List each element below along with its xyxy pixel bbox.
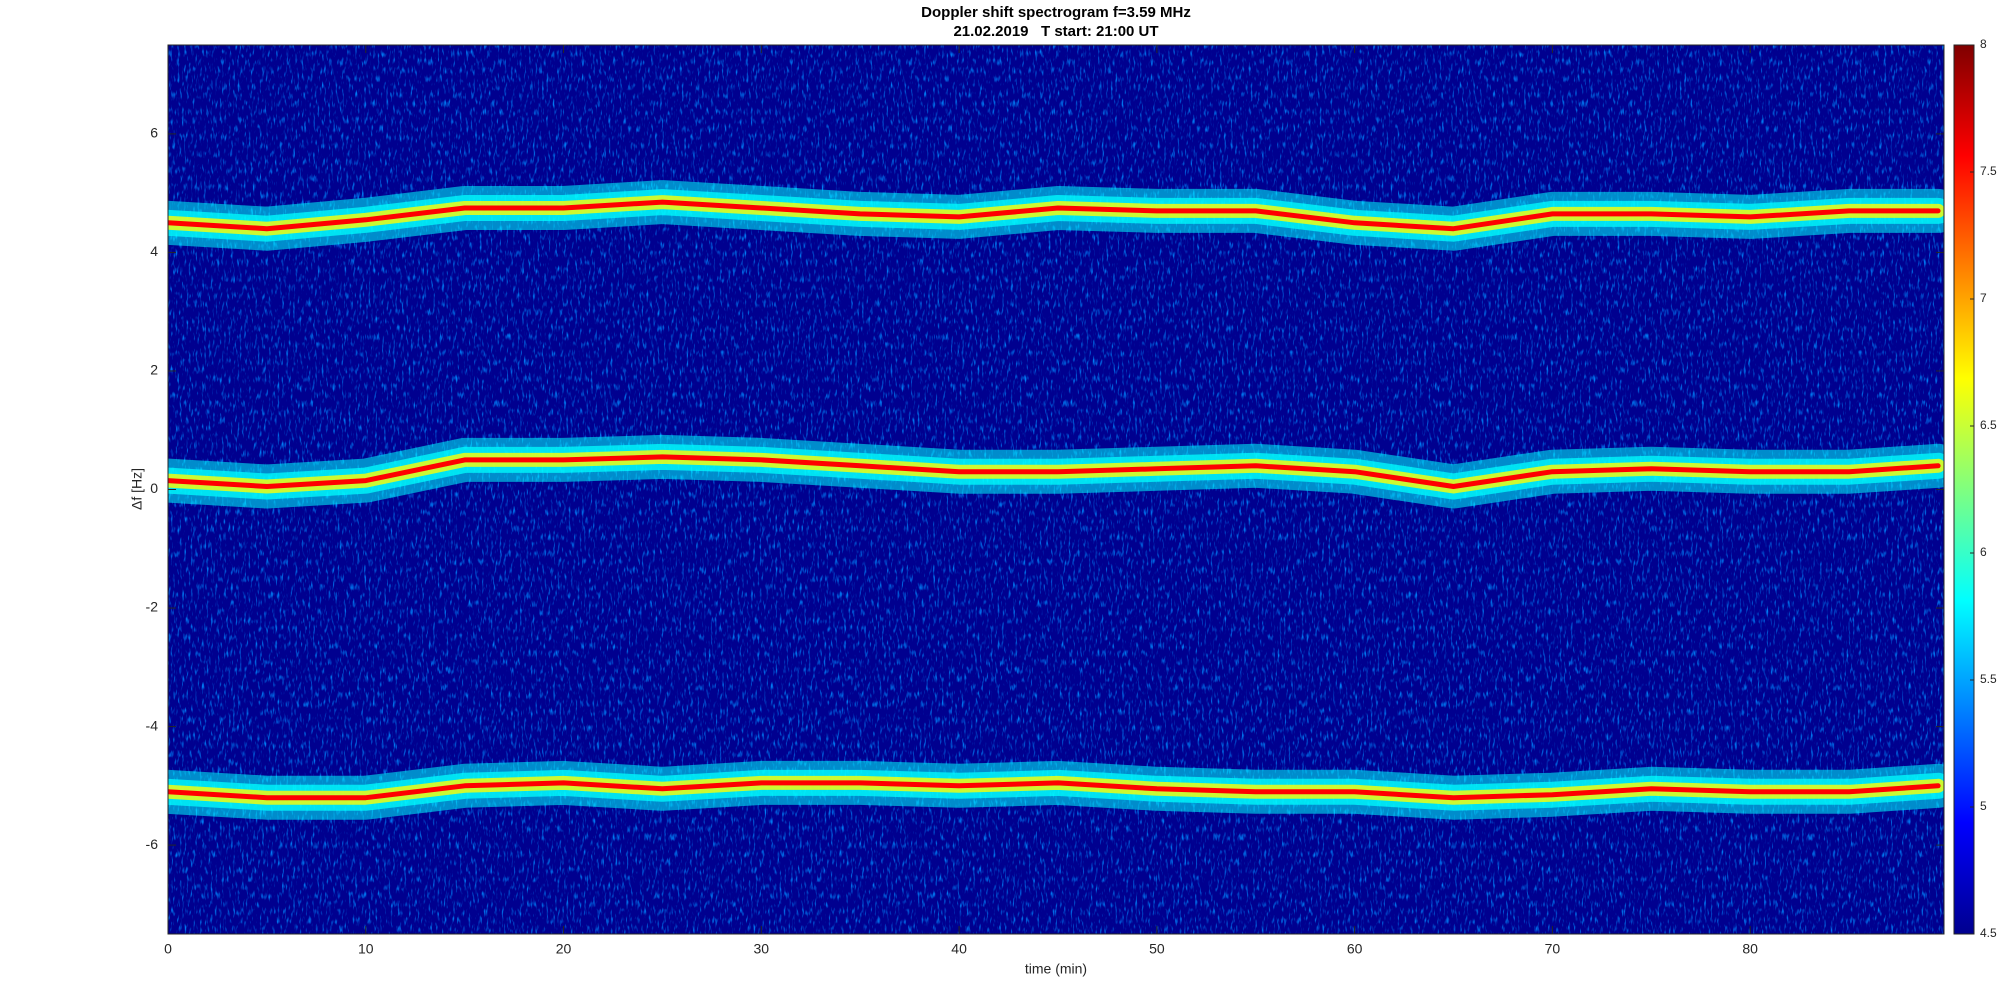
colorbar-tick-label: 6.5 [1980,418,1997,432]
trace [168,199,1941,232]
chart-title: Doppler shift spectrogram f=3.59 MHz [921,4,1191,21]
x-tick-label: 0 [164,941,172,957]
x-tick-label: 30 [754,941,770,957]
x-tick-label: 20 [556,941,572,957]
chart-subtitle: 21.02.2019 T start: 21:00 UT [953,23,1158,40]
x-tick-label: 10 [358,941,374,957]
y-tick-label: 2 [150,362,158,378]
colorbar-tick-label: 5 [1980,799,1987,813]
colorbar-tick-label: 7.5 [1980,164,1997,178]
trace [168,454,1941,489]
x-tick-label: 60 [1347,941,1363,957]
colorbar-tick-label: 5.5 [1980,672,1997,686]
y-tick-label: -6 [146,836,159,852]
y-tick-label: -4 [146,717,159,733]
colorbar [1953,44,1975,935]
x-tick-label: 80 [1742,941,1758,957]
x-tick-label: 50 [1149,941,1165,957]
traces [168,180,1944,820]
y-tick-label: 6 [150,125,158,141]
y-axis-label: Δf [Hz] [129,468,145,510]
x-tick-label: 40 [951,941,967,957]
y-tick-label: 4 [150,243,158,259]
x-axis-label: time (min) [1025,961,1087,977]
y-tick-label: -2 [146,599,159,615]
x-tick-label: 70 [1545,941,1561,957]
trace [168,780,1941,801]
colorbar-tick-label: 4.5 [1980,926,1997,940]
colorbar-tick-label: 8 [1980,37,1987,51]
colorbar-tick-label: 6 [1980,545,1987,559]
y-tick-label: 0 [150,480,158,496]
colorbar-tick-label: 7 [1980,291,1987,305]
